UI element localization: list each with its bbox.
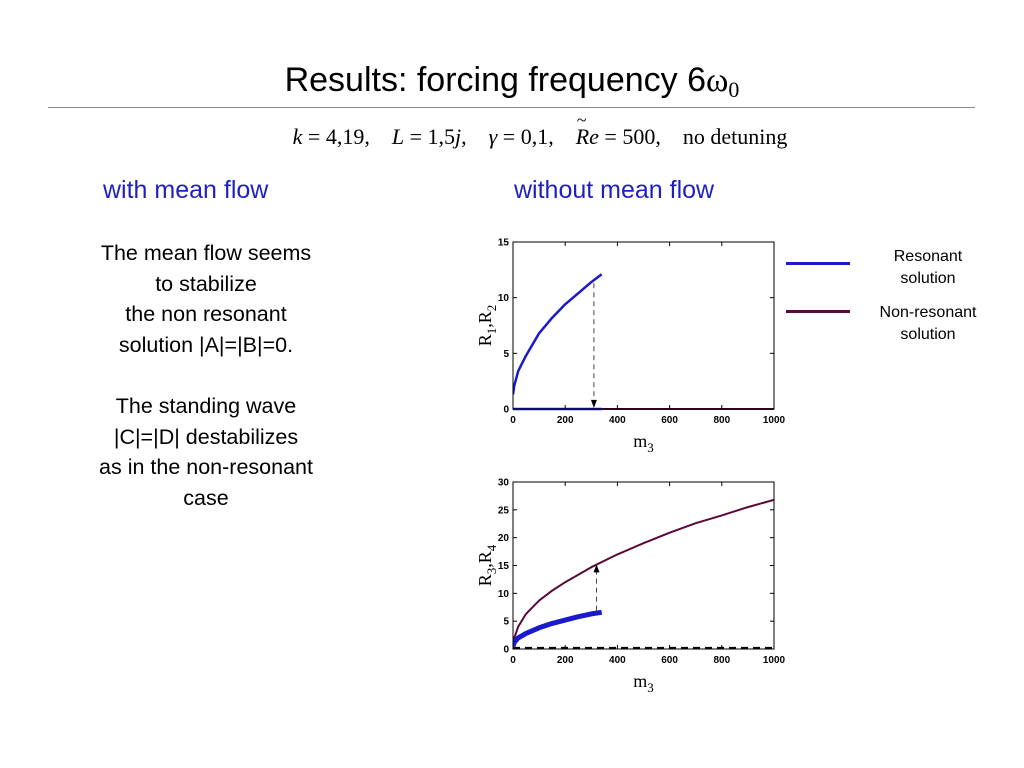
legend-label-line: Resonant	[893, 248, 963, 265]
header-without-mean-flow: without mean flow	[514, 176, 715, 204]
param-gamma: γ	[488, 124, 498, 149]
x-tick-label: 400	[609, 415, 626, 426]
y-axis-label: R3,R4	[475, 544, 499, 586]
x-tick-label: 800	[713, 415, 730, 426]
x-label-sub: 3	[647, 680, 654, 695]
param-re-value: = 500,	[598, 124, 661, 149]
header-with-mean-flow: with mean flow	[103, 176, 269, 204]
x-tick-label: 600	[661, 415, 678, 426]
y-tick-label: 5	[503, 617, 509, 628]
p1-line: the non resonant	[125, 302, 287, 326]
x-label-main: m	[633, 431, 647, 451]
y-label-part: R	[475, 574, 495, 586]
y-label-part: R	[475, 334, 495, 346]
legend-swatch-resonant	[786, 262, 850, 265]
p2-line: The standing wave	[115, 394, 297, 418]
y-label-sub: 1	[484, 328, 499, 335]
param-k: k	[292, 124, 303, 149]
x-label-main: m	[633, 671, 647, 691]
y-tick-label: 10	[498, 589, 510, 600]
series-line-1	[513, 273, 603, 395]
param-re-tilde: ~	[576, 110, 587, 130]
series-line-1	[513, 498, 774, 648]
slide-title: Results: forcing frequency 6ω0	[0, 58, 1024, 112]
y-axis-label: R1,R2	[475, 305, 499, 347]
y-tick-label: 0	[503, 645, 509, 656]
legend-label-line: solution	[900, 270, 956, 287]
param-k-value: = 4,19,	[302, 124, 370, 149]
y-tick-label: 20	[498, 533, 510, 544]
x-tick-label: 400	[609, 655, 626, 666]
p1-line: to stabilize	[155, 271, 257, 296]
y-tick-label: 5	[503, 349, 509, 360]
y-label-part: ,R	[475, 311, 495, 328]
param-l: L	[391, 124, 405, 149]
param-j: j	[455, 124, 462, 149]
y-label-part: ,R	[475, 551, 495, 568]
param-l-value: = 1,5	[404, 124, 455, 149]
paragraph-1: The mean flow seems to stabilize the non…	[66, 238, 346, 360]
p2-line: as in the non-resonant	[99, 455, 313, 479]
description-text: The mean flow seems to stabilize the non…	[66, 238, 346, 513]
x-tick-label: 600	[661, 655, 678, 666]
x-tick-label: 200	[557, 415, 574, 426]
param-detuning: no detuning	[682, 124, 788, 149]
arrow-head	[593, 564, 600, 573]
p1-line: solution |A|=|B|=0.	[118, 332, 294, 357]
legend-swatch-non-resonant	[786, 310, 850, 313]
x-tick-label: 1000	[763, 415, 786, 426]
x-axis-label: m3	[633, 671, 654, 695]
y-label-sub: 2	[484, 305, 499, 312]
p2-line: |C|=|D| destabilizes	[113, 424, 299, 449]
x-tick-label: 0	[510, 655, 516, 666]
y-tick-label: 15	[498, 561, 510, 572]
arrow-head	[590, 399, 597, 408]
param-gamma-value: = 0,1,	[497, 124, 554, 149]
legend-label-line: Non-resonant	[879, 304, 977, 321]
title-divider	[48, 107, 975, 108]
title-subscript: 0	[728, 77, 740, 102]
x-tick-label: 800	[713, 655, 730, 666]
x-tick-label: 0	[510, 415, 516, 426]
y-tick-label: 25	[498, 505, 510, 516]
y-tick-label: 15	[498, 238, 510, 249]
p2-line: case	[183, 485, 229, 510]
param-re: ~ Re	[575, 110, 599, 150]
x-tick-label: 200	[557, 655, 574, 666]
title-omega: ω	[706, 62, 729, 99]
x-axis-label: m3	[633, 431, 654, 455]
param-re-symbol: Re	[575, 124, 599, 149]
x-label-sub: 3	[647, 440, 654, 455]
y-tick-label: 10	[498, 293, 510, 304]
legend-label-resonant: Resonant solution	[858, 246, 998, 290]
legend-label-line: solution	[900, 326, 956, 343]
y-tick-label: 0	[503, 405, 509, 416]
paragraph-2: The standing wave |C|=|D| destabilizes a…	[66, 391, 346, 513]
legend: Resonant solution Non-resonant solution	[786, 246, 1006, 356]
y-tick-label: 30	[498, 478, 510, 489]
x-tick-label: 1000	[763, 655, 786, 666]
series-line-2	[513, 609, 603, 647]
y-label-sub: 3	[484, 568, 499, 575]
param-j-tail: ,	[461, 124, 467, 149]
chart-r1-r2: 0 200 400 600 800 1000 0 5 10 15 m3 R1,R2	[475, 238, 786, 456]
legend-label-non-resonant: Non-resonant solution	[858, 302, 998, 346]
p1-line: The mean flow seems	[100, 241, 312, 265]
parameter-line: k = 4,19, L = 1,5j, γ = 0,1, ~ Re = 500, …	[0, 110, 1024, 150]
title-text: Results: forcing frequency 6	[284, 61, 707, 99]
y-label-sub: 4	[484, 544, 499, 551]
plot-frame	[512, 241, 775, 410]
